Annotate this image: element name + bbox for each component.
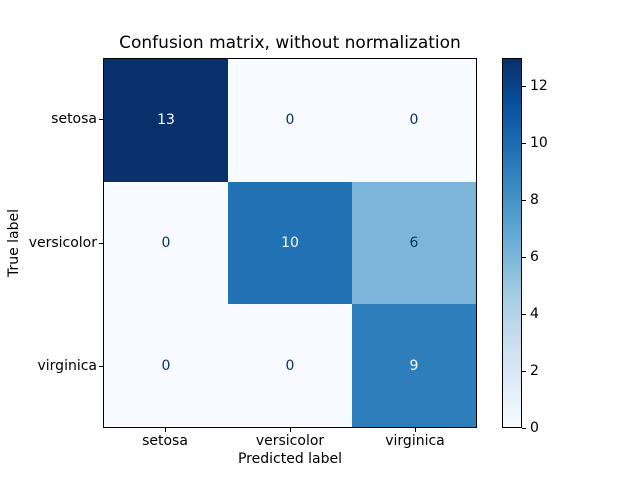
colorbar-tick-mark [522,257,526,258]
colorbar-tick-label: 0 [530,420,539,436]
x-tick-mark [165,428,166,432]
heatmap-cell: 9 [352,304,476,427]
x-tick-label: virginica [385,433,445,449]
heatmap-cell: 0 [104,181,228,305]
y-tick-label: virginica [37,358,98,374]
heatmap-cell: 0 [228,304,352,427]
heatmap-grid: 13 0 0 0 10 6 0 0 9 [104,59,476,427]
heatmap-cell: 13 [104,59,228,182]
y-tick-label: versicolor [28,235,97,251]
heatmap-cell: 6 [352,181,476,305]
colorbar-tick-label: 2 [530,363,539,379]
x-tick-mark [415,428,416,432]
chart-title: Confusion matrix, without normalization [119,33,461,53]
colorbar-tick-label: 10 [530,135,548,151]
x-tick-label: versicolor [255,433,325,449]
colorbar-tick-label: 12 [530,78,548,94]
colorbar-tick-mark [522,428,526,429]
x-axis-label: Predicted label [237,451,343,467]
colorbar-tick-mark [522,143,526,144]
y-axis-label: True label [6,208,22,278]
colorbar-gradient [503,59,521,427]
colorbar-tick-mark [522,86,526,87]
y-tick-label: setosa [51,111,97,127]
heatmap-axes: 13 0 0 0 10 6 0 0 9 [103,58,477,428]
y-tick-mark [99,366,103,367]
x-tick-mark [290,428,291,432]
y-tick-mark [99,243,103,244]
colorbar-tick-mark [522,314,526,315]
colorbar-tick-mark [522,371,526,372]
colorbar [502,58,522,428]
colorbar-tick-label: 6 [530,249,539,265]
y-tick-mark [99,119,103,120]
colorbar-tick-mark [522,200,526,201]
colorbar-tick-label: 4 [530,306,539,322]
x-tick-label: setosa [142,433,188,449]
heatmap-cell: 10 [228,181,352,305]
heatmap-cell: 0 [104,304,228,427]
colorbar-tick-label: 8 [530,192,539,208]
heatmap-cell: 0 [228,59,352,182]
heatmap-cell: 0 [352,59,476,182]
